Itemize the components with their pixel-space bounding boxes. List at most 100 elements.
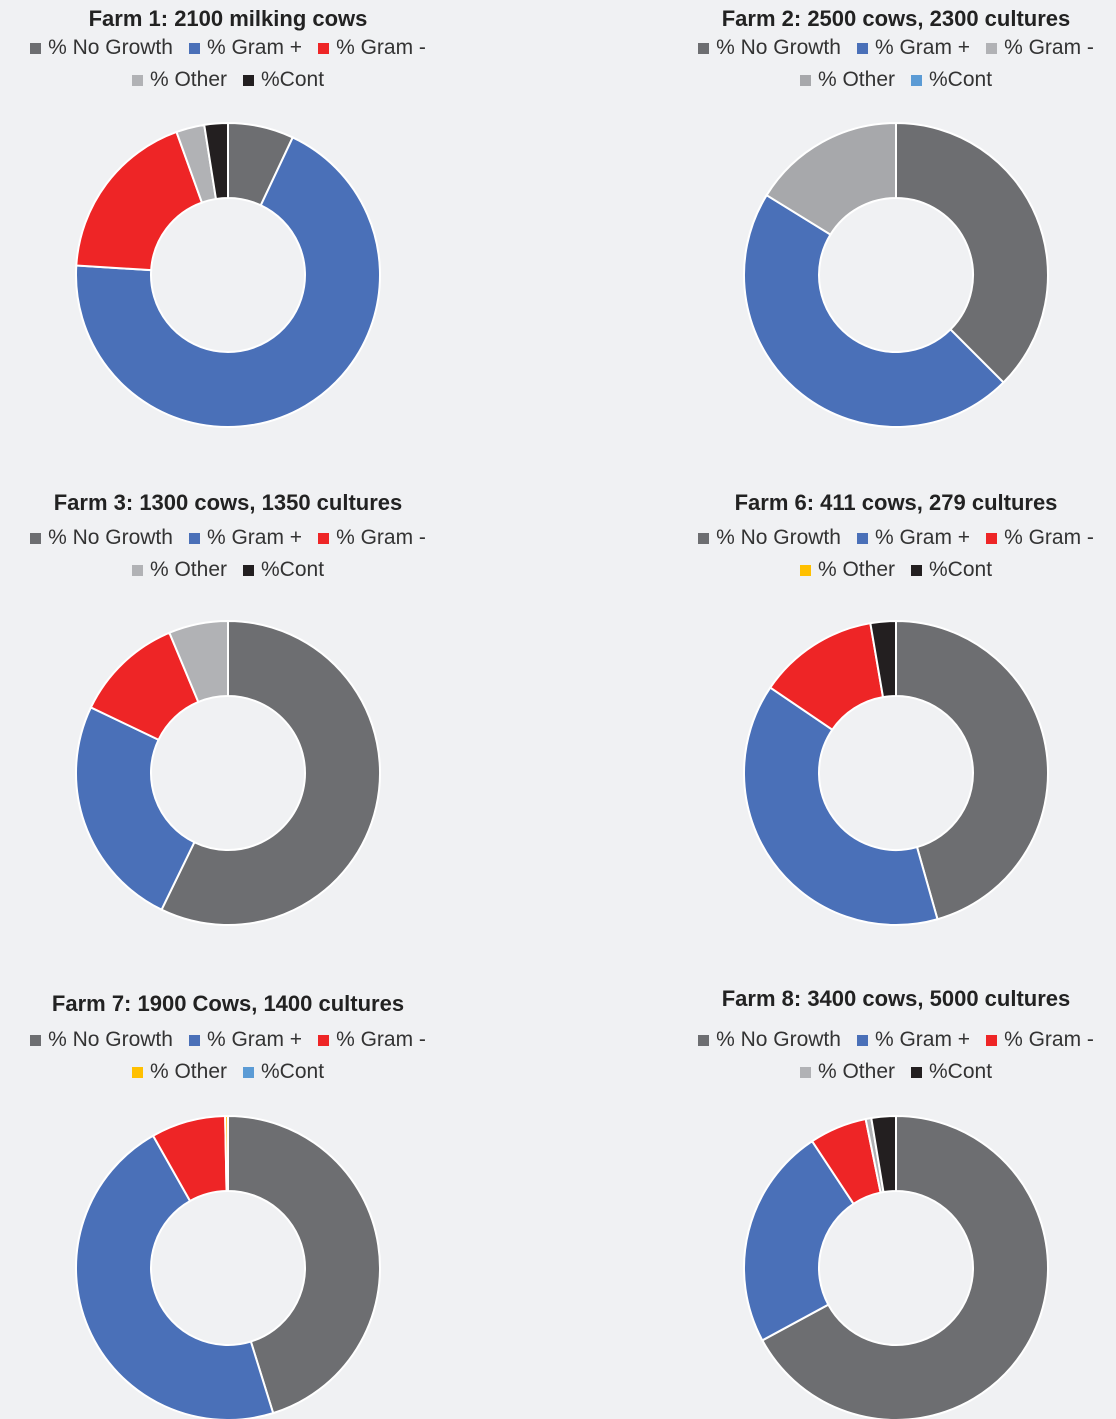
legend-item: %Cont [911,1060,992,1084]
legend-label: % Gram - [1004,1028,1094,1051]
legend-item: % Gram + [188,36,303,60]
donut-slice [743,1139,855,1342]
legend-label: % No Growth [716,1028,841,1051]
legend-item: % Gram - [986,1028,1094,1052]
legend-label: % Gram + [874,526,971,549]
legend: % No Growth % Gram + % Gram - % Other %Cont [661,36,1116,92]
legend-label: % Other [817,558,895,581]
legend-label: % Gram + [874,36,971,59]
legend-label: % No Growth [48,36,173,59]
donut-chart [75,619,381,926]
legend-label: %Cont [929,558,993,581]
legend-swatch [986,1034,998,1046]
donut-slice [224,1114,229,1193]
legend-swatch [799,1066,811,1078]
legend-label: % No Growth [48,1028,173,1051]
chart-title: Farm 2: 2500 cows, 2300 cultures [721,6,1071,31]
legend-item: % Other [799,68,895,92]
legend-item: % No Growth [698,1028,841,1052]
legend-swatch [131,1066,143,1078]
legend-label: % Gram - [1004,36,1094,59]
donut-chart [743,121,1049,428]
legend-item: % Other [131,1060,227,1084]
legend-item: % Other [799,1060,895,1084]
donut-chart [75,1114,381,1419]
donut-chart [743,1114,1049,1419]
legend-swatch [698,532,710,544]
chart-title: Farm 3: 1300 cows, 1350 cultures [53,490,403,515]
legend-swatch [986,532,998,544]
legend-label: %Cont [261,1060,325,1083]
legend-swatch [243,1066,254,1078]
legend-label: % Gram + [206,36,303,59]
legend-item: %Cont [911,68,992,92]
legend-item: % No Growth [698,526,841,550]
donut-chart [75,121,381,428]
legend-swatch [318,42,330,54]
donut-slice [895,121,1049,384]
donut-slice [895,619,1049,921]
legend-item: % Gram - [318,36,426,60]
legend-item: % Gram + [188,526,303,550]
donut-slice [75,1134,275,1419]
legend-item: % Other [131,68,227,92]
legend: % No Growth % Gram + % Gram - % Other %Cont [0,36,463,92]
legend-swatch [911,74,922,86]
legend-label: % Gram - [336,1028,426,1051]
legend-label: % No Growth [716,36,841,59]
legend-swatch [799,564,811,576]
legend-label: % Gram + [874,1028,971,1051]
donut-slice [75,706,196,912]
legend-swatch [911,1066,922,1078]
legend-swatch [856,532,868,544]
legend-item: % No Growth [698,36,841,60]
legend-label: % Gram - [336,526,426,549]
donut-slice [743,193,1005,428]
legend-label: % Other [149,1060,227,1083]
donut-slice [870,1114,897,1194]
legend-item: % Gram + [856,1028,971,1052]
legend-item: % No Growth [30,526,173,550]
legend-swatch [856,42,868,54]
legend-label: % No Growth [48,526,173,549]
legend-swatch [698,42,710,54]
legend-item: % Gram + [188,1028,303,1052]
legend-item: % Other [799,558,895,582]
legend-swatch [856,1034,868,1046]
legend-swatch [243,74,254,86]
donut-chart [743,619,1049,926]
legend-swatch [30,42,42,54]
donut-slice [75,130,204,272]
legend-label: % Other [149,68,227,91]
legend-swatch [318,1034,330,1046]
donut-slice [743,686,939,926]
legend-item: %Cont [243,1060,324,1084]
legend: % No Growth % Gram + % Gram - % Other %Cont [0,526,463,582]
legend-swatch [188,1034,200,1046]
donut-slice [760,1114,1049,1419]
legend-label: % Gram + [206,526,303,549]
legend-swatch [799,74,811,86]
legend-item: % Other [131,558,227,582]
legend-label: % Other [817,1060,895,1083]
legend-swatch [188,532,200,544]
chart-title: Farm 6: 411 cows, 279 cultures [734,490,1058,515]
legend-item: % Gram - [318,1028,426,1052]
legend-label: % No Growth [716,526,841,549]
donut-slice [765,121,897,236]
legend-label: %Cont [929,68,993,91]
legend-label: % Gram + [206,1028,303,1051]
legend-label: %Cont [261,558,325,581]
chart-title: Farm 1: 2100 milking cows [88,6,368,31]
donut-slice [75,136,381,428]
legend-item: % No Growth [30,1028,173,1052]
chart-title: Farm 8: 3400 cows, 5000 cultures [721,986,1071,1011]
legend-label: % Gram - [1004,526,1094,549]
legend-item: % Gram - [986,526,1094,550]
donut-slice [227,1114,381,1415]
legend-item: %Cont [911,558,992,582]
donut-slice [869,619,897,699]
legend-swatch [131,564,143,576]
legend-item: % Gram - [318,526,426,550]
